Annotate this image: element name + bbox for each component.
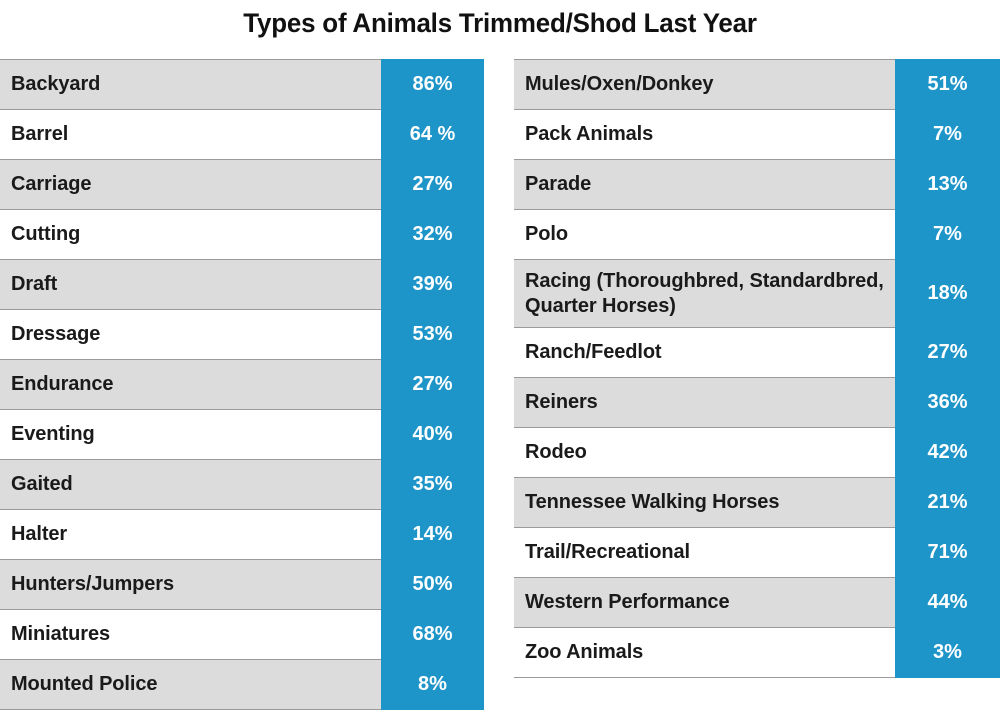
row-label: Zoo Animals [514, 627, 895, 678]
row-label: Draft [0, 259, 381, 310]
table-row: Miniatures 68% [0, 609, 484, 660]
row-label: Carriage [0, 159, 381, 210]
row-label: Backyard [0, 59, 381, 110]
row-value: 14% [381, 509, 484, 560]
row-value: 42% [895, 427, 1000, 478]
row-label: Barrel [0, 109, 381, 160]
table-row: Rodeo 42% [514, 427, 1000, 478]
table-row: Hunters/Jumpers 50% [0, 559, 484, 610]
row-value: 36% [895, 377, 1000, 428]
row-value: 44% [895, 577, 1000, 628]
row-label: Parade [514, 159, 895, 210]
row-value: 64 % [381, 109, 484, 160]
row-label: Western Performance [514, 577, 895, 628]
table-row: Halter 14% [0, 509, 484, 560]
row-value: 40% [381, 409, 484, 460]
row-value: 86% [381, 59, 484, 110]
table-row: Reiners 36% [514, 377, 1000, 428]
table-row: Mules/Oxen/Donkey 51% [514, 59, 1000, 110]
table-row: Polo 7% [514, 209, 1000, 260]
table-row: Zoo Animals 3% [514, 627, 1000, 678]
table-row: Trail/Recreational 71% [514, 527, 1000, 578]
row-label: Dressage [0, 309, 381, 360]
row-value: 18% [895, 259, 1000, 328]
table-row: Dressage 53% [0, 309, 484, 360]
row-value: 35% [381, 459, 484, 510]
row-label: Polo [514, 209, 895, 260]
row-value: 8% [381, 659, 484, 710]
right-table: Mules/Oxen/Donkey 51% Pack Animals 7% Parade… [514, 59, 1000, 678]
row-value: 7% [895, 209, 1000, 260]
row-label: Halter [0, 509, 381, 560]
left-table: Backyard 86% Barrel 64 % Carriage 27% Cutting 3… [0, 59, 484, 710]
table-row: Parade 13% [514, 159, 1000, 210]
row-value: 50% [381, 559, 484, 610]
row-label: Tennessee Walking Horses [514, 477, 895, 528]
row-label: Trail/Recreational [514, 527, 895, 578]
table-row: Cutting 32% [0, 209, 484, 260]
row-value: 51% [895, 59, 1000, 110]
row-label: Miniatures [0, 609, 381, 660]
table-row: Carriage 27% [0, 159, 484, 210]
chart-title: Types of Animals Trimmed/Shod Last Year [243, 8, 757, 38]
row-label: Eventing [0, 409, 381, 460]
table-row: Pack Animals 7% [514, 109, 1000, 160]
row-label: Rodeo [514, 427, 895, 478]
row-value: 21% [895, 477, 1000, 528]
row-value: 7% [895, 109, 1000, 160]
row-value: 71% [895, 527, 1000, 578]
row-value: 53% [381, 309, 484, 360]
row-value: 39% [381, 259, 484, 310]
table-row: Barrel 64 % [0, 109, 484, 160]
row-label: Mounted Police [0, 659, 381, 710]
row-label: Hunters/Jumpers [0, 559, 381, 610]
row-value: 13% [895, 159, 1000, 210]
table-row: Backyard 86% [0, 59, 484, 110]
row-label: Endurance [0, 359, 381, 410]
table-row: Endurance 27% [0, 359, 484, 410]
table-row: Gaited 35% [0, 459, 484, 510]
row-label: Ranch/Feedlot [514, 327, 895, 378]
row-label: Pack Animals [514, 109, 895, 160]
table-row: Western Performance 44% [514, 577, 1000, 628]
table-row: Tennessee Walking Horses 21% [514, 477, 1000, 528]
row-value: 27% [381, 159, 484, 210]
row-label: Reiners [514, 377, 895, 428]
table-row: Draft 39% [0, 259, 484, 310]
table-row: Eventing 40% [0, 409, 484, 460]
row-label: Cutting [0, 209, 381, 260]
row-value: 27% [381, 359, 484, 410]
row-label: Gaited [0, 459, 381, 510]
row-value: 32% [381, 209, 484, 260]
row-label: Mules/Oxen/Donkey [514, 59, 895, 110]
table-row: Racing (Thoroughbred, Standardbred, Quar… [514, 259, 1000, 328]
row-value: 3% [895, 627, 1000, 678]
row-label: Racing (Thoroughbred, Standardbred, Quar… [514, 259, 895, 328]
table-row: Ranch/Feedlot 27% [514, 327, 1000, 378]
row-value: 27% [895, 327, 1000, 378]
table-row: Mounted Police 8% [0, 659, 484, 710]
row-value: 68% [381, 609, 484, 660]
